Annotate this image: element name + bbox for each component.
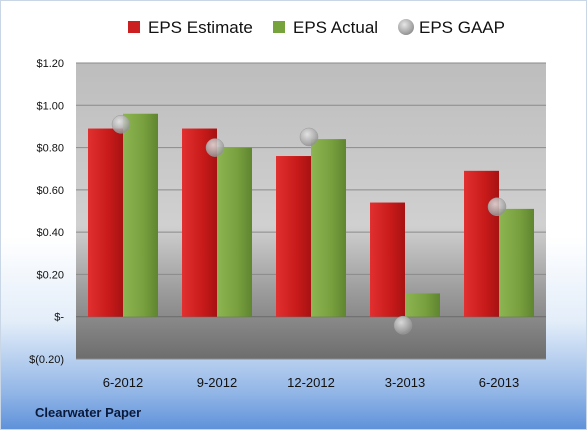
legend-label: EPS GAAP: [419, 18, 505, 37]
x-tick-label: 12-2012: [287, 375, 335, 390]
legend-label: EPS Actual: [293, 18, 378, 37]
bar-eps-actual: [123, 113, 158, 317]
x-tick-label: 3-2013: [385, 375, 425, 390]
legend-swatch: [128, 21, 140, 33]
y-tick-label: $0.40: [36, 227, 64, 239]
y-tick-label: $-: [54, 312, 64, 324]
bar-eps-actual: [217, 147, 252, 317]
y-tick-label: $0.80: [36, 143, 64, 155]
x-tick-label: 9-2012: [197, 375, 237, 390]
legend-swatch: [398, 19, 414, 35]
bar-eps-estimate: [464, 170, 499, 317]
marker-eps-gaap: [299, 127, 319, 147]
legend-label: EPS Estimate: [148, 18, 253, 37]
y-tick-label: $0.20: [36, 269, 64, 281]
marker-eps-gaap: [393, 315, 413, 335]
bar-eps-estimate: [182, 128, 217, 317]
bar-eps-actual: [499, 208, 534, 317]
bar-eps-estimate: [370, 202, 405, 317]
bar-eps-actual: [311, 139, 346, 317]
y-tick-label: $1.00: [36, 100, 64, 112]
bar-eps-estimate: [88, 128, 123, 317]
bar-eps-estimate: [276, 156, 311, 317]
marker-eps-gaap: [487, 197, 507, 217]
bar-eps-actual: [405, 293, 440, 317]
x-tick-label: 6-2012: [103, 375, 143, 390]
marker-eps-gaap: [205, 138, 225, 157]
y-tick-label: $1.20: [36, 58, 64, 70]
x-tick-label: 6-2013: [479, 375, 519, 390]
company-name: Clearwater Paper: [35, 405, 141, 420]
y-tick-label: $(0.20): [29, 354, 64, 366]
marker-eps-gaap: [111, 115, 131, 134]
legend-swatch: [273, 21, 285, 33]
y-tick-label: $0.60: [36, 185, 64, 197]
